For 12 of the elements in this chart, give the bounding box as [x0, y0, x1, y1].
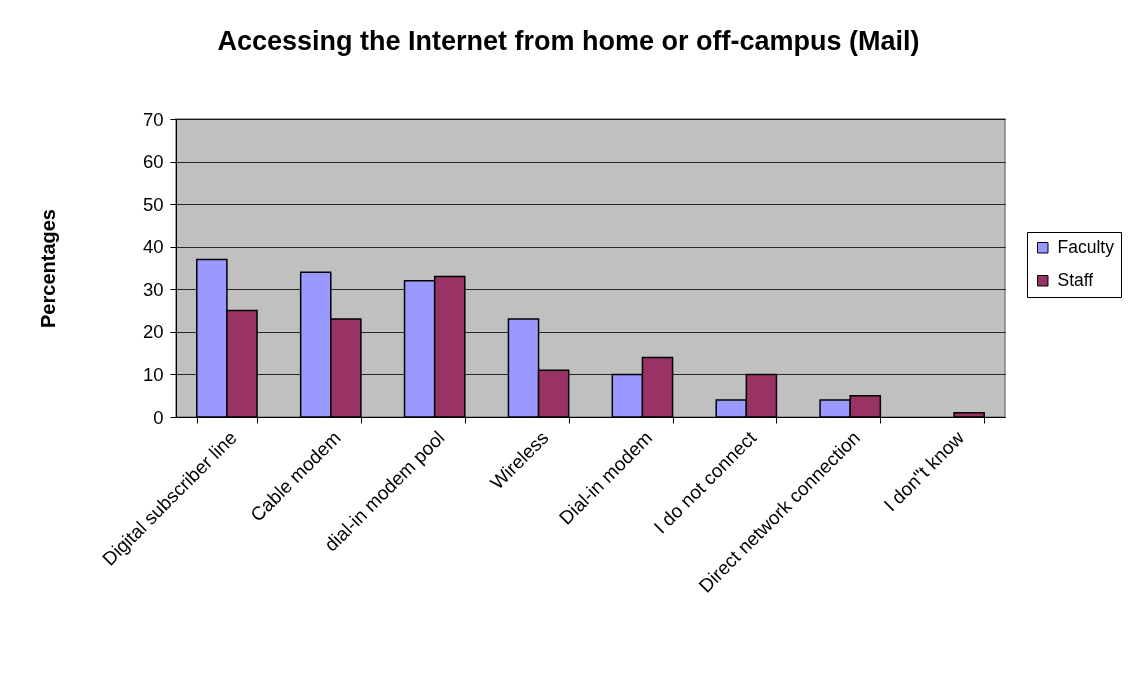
legend-label: Staff	[1057, 269, 1094, 290]
y-tick-label: 20	[142, 321, 164, 343]
legend-label: Faculty	[1057, 236, 1115, 257]
y-tick-label: 10	[142, 363, 164, 385]
y-tick-label: 50	[142, 193, 164, 215]
chart-title: Accessing the Internet from home or off-campus (Mail)	[217, 26, 920, 56]
y-axis-title: Percentages	[36, 209, 59, 328]
y-tick-label: 0	[153, 406, 164, 428]
y-tick-label: 30	[142, 278, 164, 300]
y-tick-label: 40	[142, 236, 164, 258]
y-tick-label: 70	[142, 108, 164, 130]
y-tick-label: 60	[142, 151, 164, 173]
